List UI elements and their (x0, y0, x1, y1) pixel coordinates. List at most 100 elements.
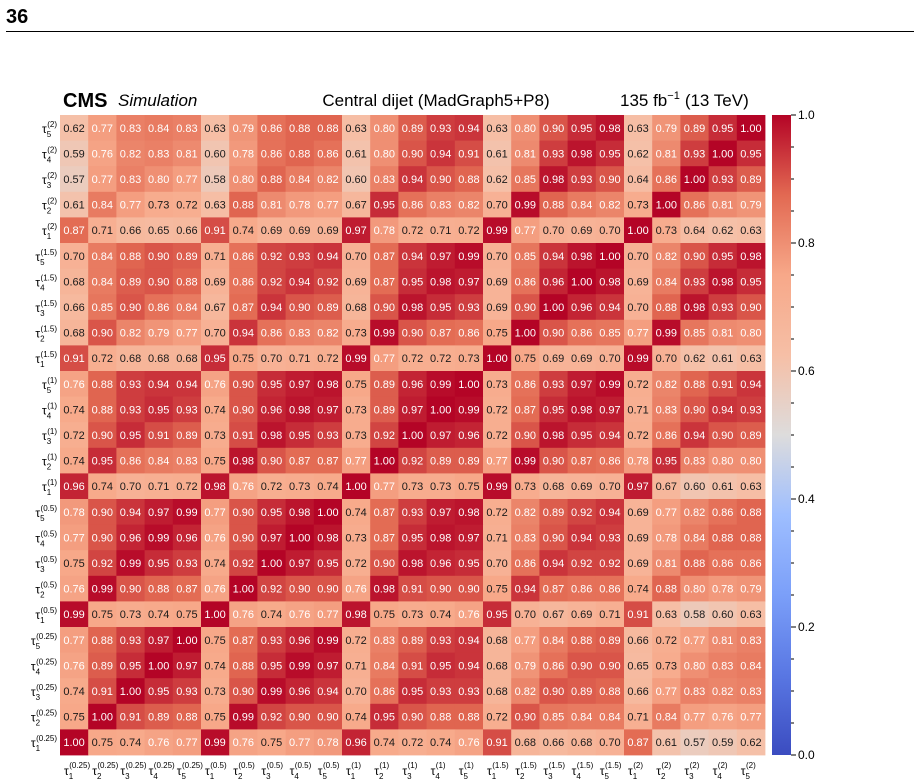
cell-value-label: 0.77 (63, 532, 84, 544)
cell-value-label: 0.96 (402, 379, 423, 391)
heatmap-cell (60, 447, 89, 474)
heatmap-cell (398, 678, 427, 705)
cell-value-label: 0.95 (740, 276, 761, 288)
heatmap-cell (144, 524, 174, 551)
heatmap-cell (342, 473, 371, 500)
cell-value-label: 0.66 (120, 225, 141, 237)
heatmap-cell (426, 371, 456, 397)
cell-value-label: 0.91 (402, 660, 423, 672)
page-number: 36 (6, 6, 29, 28)
heatmap-cell (285, 499, 315, 525)
cell-value-label: 0.90 (740, 302, 761, 314)
cell-value-label: 0.69 (571, 353, 592, 365)
cell-value-label: 0.67 (543, 609, 564, 621)
cell-value-label: 1.00 (486, 353, 507, 365)
cell-value-label: 0.95 (599, 148, 620, 160)
cell-value-label: 0.82 (120, 328, 141, 340)
y-tick-label: τ4(0.5) (35, 529, 57, 548)
cell-value-label: 0.76 (233, 737, 254, 749)
heatmap-cell (342, 371, 371, 397)
heatmap-cell (313, 268, 343, 295)
cell-value-label: 0.95 (261, 379, 282, 391)
heatmap-cell (398, 268, 427, 295)
heatmap-cell (736, 217, 766, 244)
heatmap-cell (595, 652, 625, 679)
cell-value-label: 1.00 (627, 225, 648, 237)
lumi-value: 135 fb (620, 91, 667, 110)
cell-value-label: 0.94 (261, 302, 282, 314)
cell-value-label: 0.86 (571, 328, 592, 340)
heatmap-cell (370, 345, 399, 372)
cell-value-label: 0.94 (458, 123, 479, 135)
heatmap-cell (398, 652, 427, 679)
heatmap-cell (595, 575, 625, 602)
heatmap-cell (539, 447, 568, 474)
heatmap-cell (370, 652, 399, 679)
cell-value-label: 0.99 (486, 481, 507, 493)
heatmap-cell (624, 115, 653, 141)
cell-value-label: 1.00 (233, 584, 254, 596)
heatmap-cell (88, 115, 117, 141)
cell-value-label: 0.87 (430, 328, 451, 340)
heatmap-cell (736, 319, 766, 346)
heatmap-cell (116, 447, 145, 474)
heatmap-cell (680, 217, 709, 244)
heatmap-cell (624, 447, 653, 474)
cell-value-label: 0.69 (627, 532, 648, 544)
heatmap-cell (144, 601, 174, 628)
heatmap-cell (539, 729, 568, 756)
heatmap-cell (680, 345, 709, 372)
cell-value-label: 0.83 (740, 686, 761, 698)
heatmap-cell (88, 703, 117, 730)
cell-value-label: 0.64 (684, 225, 705, 237)
cell-value-label: 0.65 (627, 660, 648, 672)
cell-value-label: 0.80 (148, 174, 169, 186)
heatmap-cell (652, 473, 681, 500)
cell-value-label: 0.74 (204, 660, 225, 672)
cell-value-label: 0.94 (599, 430, 620, 442)
heatmap-cell (652, 345, 681, 372)
heatmap-cell (144, 499, 174, 525)
heatmap-cell (172, 678, 202, 705)
heatmap-cell (398, 396, 427, 423)
cell-value-label: 0.72 (92, 353, 113, 365)
heatmap-cell (680, 703, 709, 730)
cell-value-label: 0.72 (261, 481, 282, 493)
heatmap-cell (201, 678, 230, 705)
heatmap-cell (257, 473, 286, 500)
cell-value-label: 0.72 (627, 430, 648, 442)
heatmap-cell (88, 268, 117, 295)
cell-value-label: 0.74 (204, 558, 225, 570)
cell-value-label: 0.88 (120, 251, 141, 263)
heatmap-cell (172, 345, 202, 372)
heatmap-cell (398, 115, 427, 141)
cell-value-label: 0.72 (656, 635, 677, 647)
cell-value-label: 0.62 (684, 353, 705, 365)
heatmap-cell (539, 703, 568, 730)
cell-value-label: 0.94 (543, 251, 564, 263)
cell-value-label: 0.73 (148, 200, 169, 212)
heatmap-cell (398, 499, 427, 525)
cell-value-label: 0.89 (430, 456, 451, 468)
cell-value-label: 0.59 (63, 148, 84, 160)
cell-value-label: 0.97 (289, 379, 310, 391)
heatmap-cell (567, 678, 597, 705)
heatmap-cell (680, 678, 709, 705)
cell-value-label: 0.83 (374, 174, 395, 186)
heatmap-cell (116, 627, 145, 653)
cell-value-label: 0.73 (656, 225, 677, 237)
cell-value-label: 0.75 (515, 353, 536, 365)
heatmap-cell (736, 499, 766, 525)
heatmap-cell (680, 447, 709, 474)
cell-value-label: 0.68 (176, 353, 197, 365)
heatmap-cell (624, 217, 653, 244)
cell-value-label: 0.98 (402, 302, 423, 314)
heatmap-cell (708, 268, 738, 295)
cell-value-label: 0.99 (515, 456, 536, 468)
heatmap-cell (370, 422, 399, 449)
cell-value-label: 0.93 (120, 379, 141, 391)
cell-value-label: 0.85 (92, 302, 113, 314)
heatmap-cell (595, 678, 625, 705)
heatmap-cell (426, 550, 456, 577)
heatmap-cell (398, 319, 427, 346)
